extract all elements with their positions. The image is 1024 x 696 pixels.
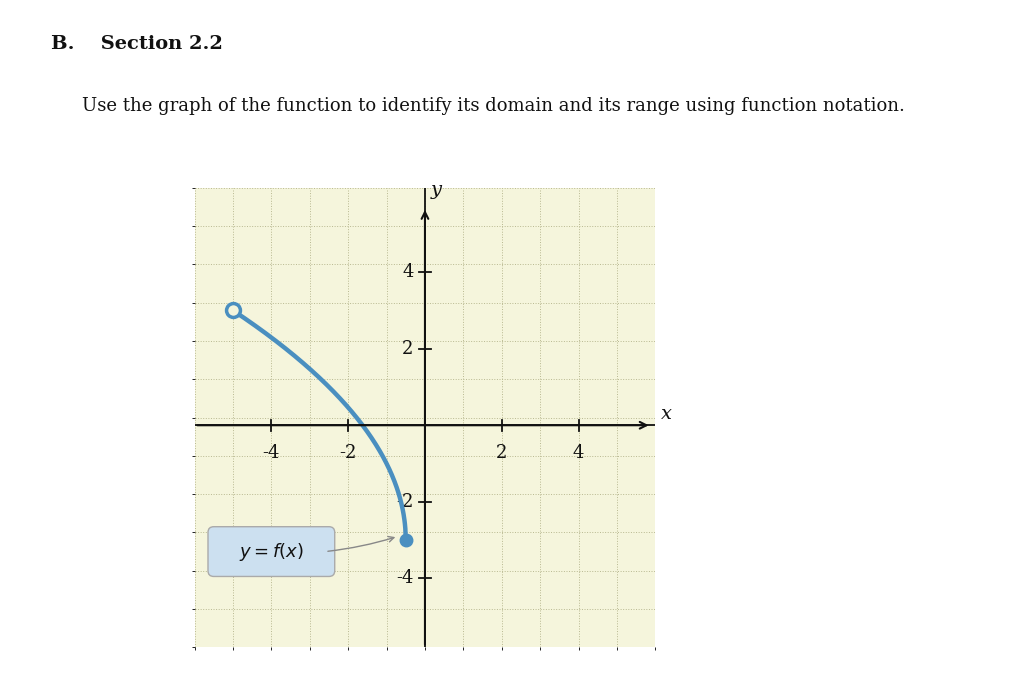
Text: B.  Section 2.2: B. Section 2.2 [51, 35, 223, 53]
Text: 2: 2 [496, 445, 508, 462]
Text: 4: 4 [572, 445, 585, 462]
FancyBboxPatch shape [208, 527, 335, 576]
Text: -4: -4 [396, 569, 414, 587]
Text: Use the graph of the function to identify its domain and its range using functio: Use the graph of the function to identif… [82, 97, 905, 116]
Text: $y = f(x)$: $y = f(x)$ [239, 541, 304, 562]
Text: x: x [662, 405, 672, 422]
Text: y: y [431, 182, 442, 200]
Text: -2: -2 [396, 493, 414, 511]
Text: 4: 4 [402, 263, 414, 281]
Text: -4: -4 [263, 445, 280, 462]
Text: -2: -2 [340, 445, 356, 462]
Text: 2: 2 [402, 340, 414, 358]
